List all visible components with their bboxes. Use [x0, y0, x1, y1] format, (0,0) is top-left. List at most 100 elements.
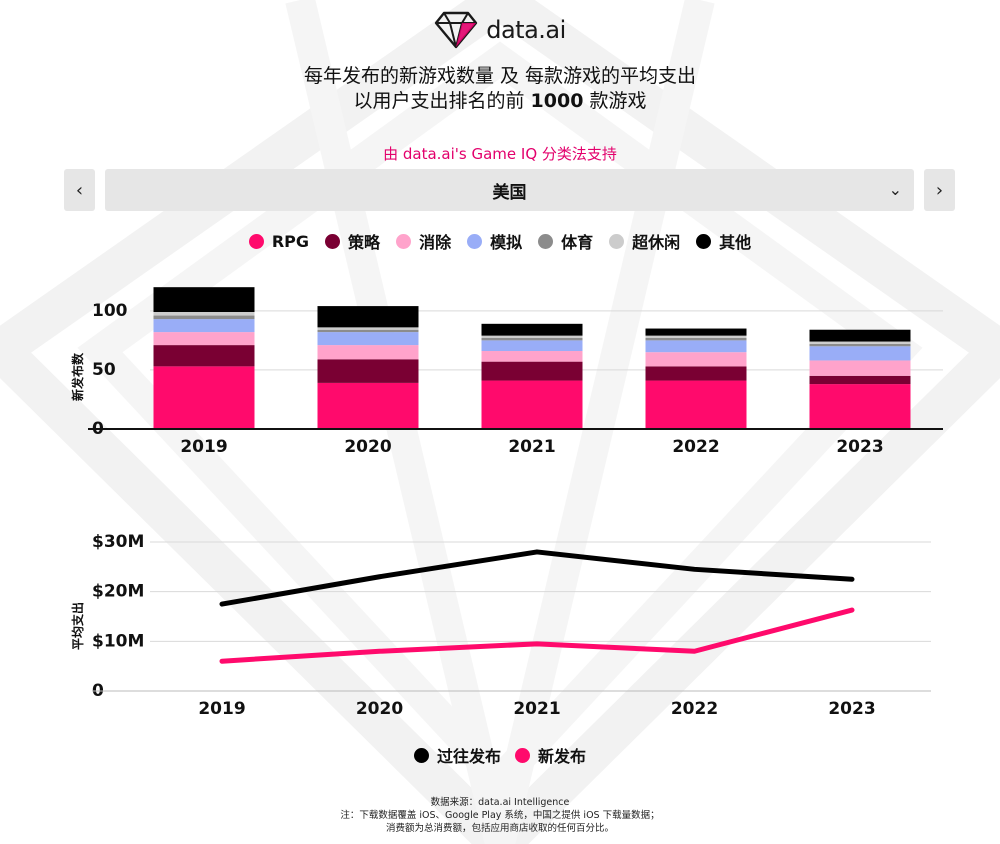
bar-segment[interactable] — [809, 375, 911, 385]
legend-label: 过往发布 — [436, 747, 501, 766]
region-label: 美国 — [492, 182, 527, 203]
bar-segment[interactable] — [645, 340, 747, 353]
bar-segment[interactable] — [153, 332, 255, 346]
bar-x-tick-label: 2019 — [180, 437, 227, 457]
bar-x-tick-label: 2022 — [672, 437, 719, 457]
legend-swatch — [538, 233, 554, 249]
bar-segment[interactable] — [153, 315, 255, 320]
footer-note: 注：下载数据覆盖 iOS、Google Play 系统，中国之提供 iOS 下载… — [340, 810, 660, 821]
chart-subtitle: 由 data.ai's Game IQ 分类法支持 — [383, 145, 617, 163]
bar-segment[interactable] — [645, 328, 747, 336]
title-count: 1000 — [530, 90, 584, 112]
legend-label: 新发布 — [538, 747, 587, 766]
bar-segment[interactable] — [153, 287, 255, 312]
bar-segment[interactable] — [481, 338, 583, 341]
diamond-logo-icon — [435, 11, 478, 49]
line-y-axis-label: 平均支出 — [70, 602, 85, 650]
bar-x-tick-label: 2023 — [836, 437, 883, 457]
next-region-button[interactable]: › — [924, 169, 955, 211]
brand-logo: data.ai — [0, 8, 1000, 52]
legend-label: 模拟 — [490, 233, 523, 252]
bar-segment[interactable] — [481, 361, 583, 381]
bar-segment[interactable] — [153, 312, 255, 316]
bar-segment[interactable] — [809, 341, 911, 344]
bar-segment[interactable] — [809, 343, 911, 347]
line-x-tick-label: 2021 — [513, 699, 560, 719]
chart-title-line1: 每年发布的新游戏数量 及 每款游戏的平均支出 — [303, 65, 697, 87]
line-y-tick-label: $10M — [92, 631, 144, 651]
bar-segment[interactable] — [481, 351, 583, 362]
bar-legend: RPG 策略 消除 模拟 体育 超休闲 其他 — [0, 229, 1000, 253]
bar-segment[interactable] — [809, 384, 911, 429]
line-x-tick-label: 2019 — [198, 699, 245, 719]
line-legend: 过往发布 新发布 — [0, 743, 1000, 767]
title-suffix: 款游戏 — [583, 90, 647, 112]
series-line[interactable] — [219, 549, 855, 607]
line-y-tick-label: $20M — [92, 582, 144, 602]
bar-segment[interactable] — [481, 340, 583, 351]
line-y-tick-label: $30M — [92, 532, 144, 552]
chevron-down-icon: ⌄ — [888, 180, 902, 199]
bar-segment[interactable] — [645, 335, 747, 338]
chevron-right-icon: › — [935, 179, 944, 201]
legend-item-past-releases[interactable]: 过往发布 — [413, 743, 501, 767]
chart-title-line2: 以用户支出排名的前 1000 款游戏 — [0, 86, 1000, 113]
legend-item-match[interactable]: 消除 — [396, 229, 451, 253]
bar-segment[interactable] — [645, 338, 747, 341]
legend-item-other[interactable]: 其他 — [696, 229, 751, 253]
legend-swatch — [609, 233, 625, 249]
legend-swatch — [467, 233, 483, 249]
series-line[interactable] — [219, 607, 855, 664]
legend-label: RPG — [271, 231, 310, 251]
bar-segment[interactable] — [153, 345, 255, 367]
legend-item-simulation[interactable]: 模拟 — [467, 229, 522, 253]
bar-segment[interactable] — [809, 346, 911, 361]
legend-item-hypercasual[interactable]: 超休闲 — [609, 229, 680, 253]
bar-y-tick-label: 50 — [92, 360, 116, 380]
legend-swatch — [696, 233, 712, 249]
line-x-tick-label: 2022 — [671, 699, 718, 719]
line-x-tick-label: 2020 — [356, 699, 403, 719]
prev-region-button[interactable]: ‹ — [64, 169, 95, 211]
region-dropdown[interactable]: 美国 ⌄ — [105, 169, 914, 211]
bar-segment[interactable] — [317, 329, 419, 333]
legend-swatch — [396, 233, 412, 249]
legend-item-rpg[interactable]: RPG — [248, 229, 310, 253]
bar-segment[interactable] — [481, 380, 583, 429]
bar-x-tick-label: 2021 — [508, 437, 555, 457]
footer-source: 数据来源：data.ai Intelligence — [430, 797, 570, 808]
legend-label: 超休闲 — [632, 233, 681, 252]
legend-swatch — [325, 233, 341, 249]
bar-y-tick-label: 100 — [92, 301, 128, 321]
legend-label: 其他 — [719, 233, 752, 252]
bar-segment[interactable] — [645, 380, 747, 429]
legend-item-sports[interactable]: 体育 — [538, 229, 593, 253]
bar-segment[interactable] — [317, 359, 419, 383]
bar-segment[interactable] — [481, 335, 583, 338]
legend-item-new-releases[interactable]: 新发布 — [515, 743, 586, 767]
bar-segment[interactable] — [809, 360, 911, 376]
legend-swatch — [248, 233, 264, 249]
bar-x-tick-label: 2020 — [344, 437, 391, 457]
legend-item-strategy[interactable]: 策略 — [325, 229, 380, 253]
bar-segment[interactable] — [317, 332, 419, 346]
logo-text: data.ai — [486, 16, 566, 44]
bar-y-axis-label: 新发布数 — [70, 352, 85, 401]
bar-segment[interactable] — [153, 366, 255, 429]
bar-segment[interactable] — [317, 382, 419, 429]
legend-label: 体育 — [561, 233, 594, 252]
legend-swatch — [413, 747, 429, 763]
line-x-tick-label: 2023 — [828, 699, 875, 719]
bar-segment[interactable] — [153, 319, 255, 333]
bar-segment[interactable] — [317, 345, 419, 360]
bar-segment[interactable] — [645, 352, 747, 367]
bar-segment[interactable] — [317, 306, 419, 328]
legend-swatch — [515, 747, 530, 763]
bar-segment[interactable] — [481, 323, 583, 336]
bar-segment[interactable] — [317, 327, 419, 330]
bar-segment[interactable] — [645, 366, 747, 381]
title-prefix: 以用户支出排名的前 — [353, 90, 531, 112]
bar-segment[interactable] — [809, 329, 911, 342]
